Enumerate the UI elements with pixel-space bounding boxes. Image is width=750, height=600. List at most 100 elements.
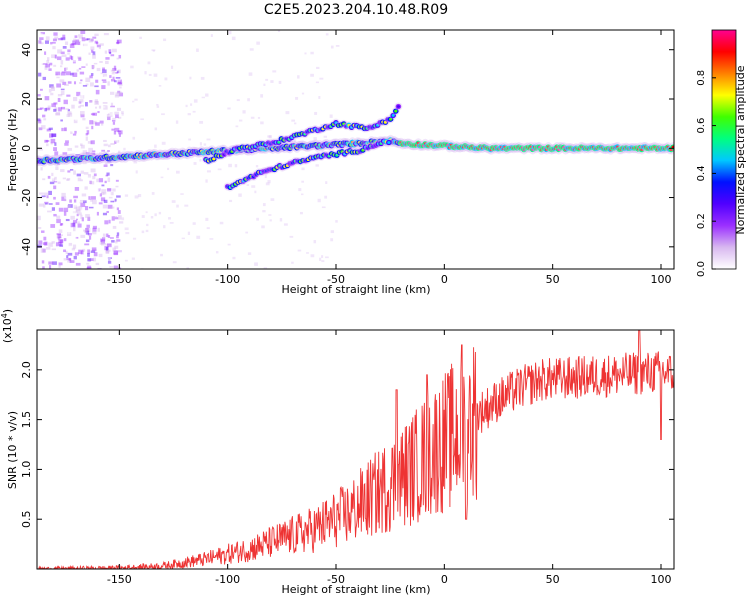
colorbar-gradient <box>711 29 737 270</box>
heatmap-cell <box>134 98 138 101</box>
heatmap-cell <box>80 143 83 146</box>
heatmap-cell <box>306 252 309 254</box>
heatmap-cell <box>110 69 114 72</box>
heatmap-cell <box>70 72 74 76</box>
heatmap-cell <box>58 140 63 143</box>
heatmap-cell <box>97 111 100 114</box>
heatmap-cell <box>67 170 71 173</box>
heatmap-cell <box>249 48 254 51</box>
heatmap-cell <box>84 230 88 234</box>
heatmap-cell <box>87 174 92 178</box>
heatmap-cell <box>118 81 123 86</box>
heatmap-cell <box>103 139 107 142</box>
heatmap-cell <box>153 73 158 77</box>
heatmap-cell <box>150 216 154 219</box>
heatmap-cell <box>199 142 202 146</box>
heatmap-cell <box>38 227 42 229</box>
heatmap-cell <box>84 43 89 48</box>
heatmap-cell <box>62 46 67 49</box>
heatmap-cell <box>84 243 90 246</box>
heatmap-cell <box>61 196 67 201</box>
heatmap-cell <box>73 119 78 124</box>
heatmap-cell <box>227 243 231 246</box>
heatmap-cell <box>102 73 108 77</box>
heatmap-cell <box>74 130 77 134</box>
heatmap-cell <box>387 141 391 144</box>
heatmap-cell <box>37 108 42 111</box>
heatmap-cell <box>84 103 89 106</box>
heatmap-cell <box>53 102 58 105</box>
heatmap-cell <box>78 94 84 100</box>
heatmap-cell <box>212 157 216 161</box>
heatmap-cell <box>90 152 96 155</box>
heatmap-cell <box>100 197 106 202</box>
heatmap-cell <box>80 214 83 219</box>
heatmap-cell <box>77 177 82 182</box>
heatmap-cell <box>85 63 88 66</box>
heatmap-cell <box>145 211 148 214</box>
heatmap-cell <box>75 41 80 45</box>
colorbar-tick-label: 0.2 <box>696 213 707 229</box>
heatmap-cell <box>74 204 78 207</box>
heatmap-cell <box>40 248 46 253</box>
heatmap-cell <box>123 147 126 151</box>
heatmap-cell <box>59 234 64 236</box>
heatmap-cell <box>115 92 121 97</box>
heatmap-cell <box>111 48 117 53</box>
heatmap-cell <box>87 141 93 144</box>
heatmap-cell <box>246 184 250 186</box>
heatmap-cell <box>151 49 156 51</box>
heatmap-cell <box>60 169 65 173</box>
heatmap-cell <box>92 36 97 39</box>
heatmap-cell <box>85 169 89 173</box>
heatmap-cell <box>170 65 174 69</box>
heatmap-cell <box>107 177 111 183</box>
heatmap-cell <box>91 150 96 153</box>
heatmap-cell <box>168 217 171 220</box>
heatmap-cell <box>58 265 61 268</box>
heatmap-cell <box>105 249 111 252</box>
heatmap-cell <box>48 261 54 265</box>
heatmap-cell <box>167 167 170 171</box>
heatmap-cell <box>40 44 43 47</box>
heatmap-cell <box>37 144 41 147</box>
heatmap-cell <box>91 64 94 70</box>
heatmap-cell <box>53 180 58 183</box>
heatmap-cell <box>315 81 319 84</box>
heatmap-cell <box>140 118 144 121</box>
heatmap-cell <box>77 56 82 59</box>
heatmap-cell <box>279 218 283 222</box>
heatmap-cell <box>66 255 69 259</box>
heatmap-cell <box>289 235 294 238</box>
heatmap-cell <box>295 96 299 100</box>
heatmap-cell <box>156 105 160 108</box>
heatmap-cell <box>64 197 69 200</box>
heatmap-cell <box>117 90 121 94</box>
heatmap-cell <box>113 250 119 256</box>
heatmap-cell <box>42 266 45 269</box>
heatmap-cell <box>210 34 213 37</box>
heatmap-cell <box>112 76 115 79</box>
heatmap-cell <box>54 54 57 59</box>
heatmap-cell <box>101 106 106 109</box>
heatmap-cell <box>110 232 115 237</box>
heatmap-cell <box>278 80 282 84</box>
heatmap-cell <box>48 68 52 71</box>
heatmap-cell <box>44 40 49 44</box>
heatmap-cell <box>90 46 95 51</box>
heatmap-cell <box>69 55 72 60</box>
heatmap-cell <box>78 34 83 37</box>
heatmap-cell <box>112 225 117 229</box>
heatmap-cell <box>64 67 68 70</box>
heatmap-cell <box>88 206 94 209</box>
heatmap-cell <box>61 54 67 58</box>
y-tick-label: 0.5 <box>20 510 33 528</box>
heatmap-cell <box>74 187 80 191</box>
heatmap-cell <box>37 118 41 122</box>
snr-x-axis-label: Height of straight line (km) <box>281 583 430 596</box>
spectrogram-x-axis-label: Height of straight line (km) <box>281 283 430 296</box>
heatmap-cell <box>322 157 327 159</box>
heatmap-cell <box>56 83 62 88</box>
heatmap-cell <box>96 186 99 192</box>
heatmap-cell <box>92 120 97 125</box>
